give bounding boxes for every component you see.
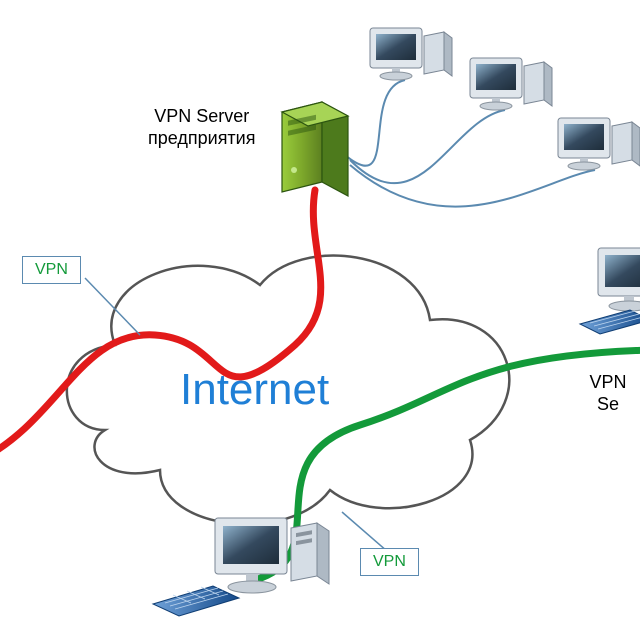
internet-label: Internet [180, 365, 329, 415]
vpn-callout-left: VPN [22, 256, 81, 284]
remote-pc-bottom [153, 518, 329, 616]
vpn-server-label-line2: предприятия [148, 128, 255, 148]
office-pc-2 [470, 58, 552, 110]
vpn-server-icon [282, 102, 348, 196]
vpn-right-label: VPN Se [576, 372, 640, 415]
vpn-server-label: VPN Server предприятия [148, 106, 255, 149]
office-pc-3 [558, 118, 640, 170]
diagram-canvas [0, 0, 640, 640]
vpn-callout-bottom: VPN [360, 548, 419, 576]
wire-pc2 [350, 110, 505, 183]
wire-pc1 [345, 80, 405, 166]
office-pc-1 [370, 28, 452, 80]
remote-pc-right [580, 248, 640, 334]
vpn-server-label-line1: VPN Server [154, 106, 249, 126]
wire-pc3 [350, 165, 595, 207]
